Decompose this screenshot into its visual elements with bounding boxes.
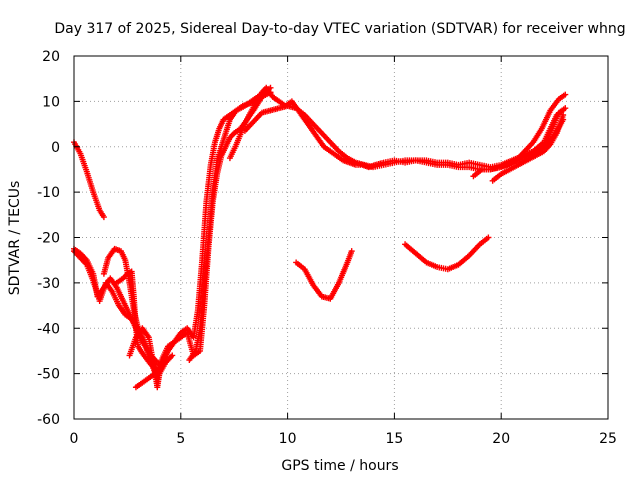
- data-point: [348, 248, 355, 255]
- x-tick-label: 25: [599, 431, 617, 447]
- plot-area: [71, 84, 569, 391]
- data-point: [100, 214, 107, 221]
- series-track-a: [71, 139, 107, 221]
- y-tick-label: 0: [51, 140, 60, 156]
- x-tick-label: 15: [385, 431, 403, 447]
- chart-title: Day 317 of 2025, Sidereal Day-to-day VTE…: [54, 21, 625, 37]
- data-point: [562, 91, 569, 98]
- y-tick-label: -20: [37, 231, 60, 247]
- y-tick-label: -50: [37, 367, 60, 383]
- y-tick-label: -40: [37, 321, 60, 337]
- x-tick-label: 0: [70, 431, 79, 447]
- x-tick-label: 20: [492, 431, 510, 447]
- x-tick-label: 10: [279, 431, 297, 447]
- x-tick-label: 5: [176, 431, 185, 447]
- series-track-n: [470, 91, 569, 180]
- y-axis-label: SDTVAR / TECUs: [7, 181, 23, 296]
- data-point: [169, 352, 176, 359]
- y-tick-label: 10: [42, 94, 60, 110]
- series-track-m: [402, 234, 492, 273]
- y-tick-label: -60: [37, 412, 60, 428]
- y-tick-label: 20: [42, 49, 60, 65]
- grid: [74, 56, 608, 419]
- data-point: [562, 105, 569, 112]
- data-point: [560, 111, 567, 118]
- data-point: [485, 234, 492, 241]
- y-tick-label: -10: [37, 185, 60, 201]
- series-track-l: [293, 248, 355, 302]
- y-tick-label: -30: [37, 276, 60, 292]
- series-track-i: [186, 89, 274, 364]
- x-axis-label: GPS time / hours: [281, 458, 398, 474]
- axis-ticks: 0 5 10 15 20 25 -60 -50 -40 -30 -20 -10 0 10 20: [37, 49, 617, 447]
- series-track-p: [530, 105, 569, 159]
